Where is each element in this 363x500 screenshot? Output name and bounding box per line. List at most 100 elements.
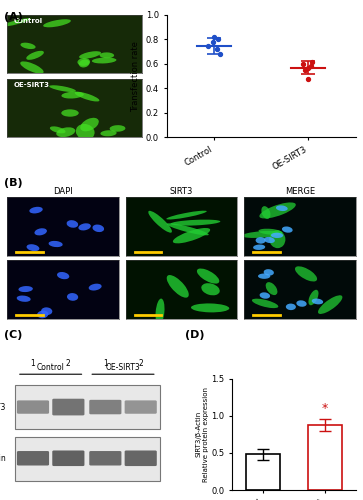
- Ellipse shape: [260, 202, 296, 218]
- Ellipse shape: [56, 128, 75, 137]
- Ellipse shape: [258, 274, 270, 279]
- Text: OE-SIRT3: OE-SIRT3: [106, 363, 140, 372]
- Ellipse shape: [295, 266, 317, 281]
- Ellipse shape: [191, 304, 229, 312]
- Ellipse shape: [61, 92, 84, 98]
- Title: MERGE: MERGE: [285, 187, 315, 196]
- FancyBboxPatch shape: [52, 450, 85, 466]
- Ellipse shape: [20, 62, 44, 74]
- Ellipse shape: [264, 269, 274, 276]
- Ellipse shape: [260, 292, 270, 298]
- Text: 1: 1: [30, 358, 35, 368]
- Ellipse shape: [264, 237, 275, 243]
- Text: (C): (C): [4, 330, 22, 340]
- Ellipse shape: [253, 244, 265, 250]
- Point: [205, 42, 211, 50]
- Ellipse shape: [171, 220, 220, 226]
- Ellipse shape: [167, 275, 189, 297]
- Ellipse shape: [49, 86, 76, 92]
- Ellipse shape: [75, 92, 99, 102]
- Ellipse shape: [286, 304, 296, 310]
- Ellipse shape: [282, 226, 293, 232]
- Ellipse shape: [258, 228, 282, 235]
- Title: DAPI: DAPI: [53, 187, 73, 196]
- Ellipse shape: [296, 300, 307, 307]
- FancyBboxPatch shape: [89, 451, 121, 466]
- Ellipse shape: [309, 290, 318, 306]
- Ellipse shape: [89, 284, 102, 290]
- Bar: [246, 454, 280, 490]
- Ellipse shape: [34, 228, 47, 235]
- Ellipse shape: [166, 210, 207, 220]
- Ellipse shape: [155, 298, 164, 325]
- Y-axis label: SIRT3/β-Actin
Relative protein expression: SIRT3/β-Actin Relative protein expressio…: [196, 387, 208, 482]
- Ellipse shape: [148, 211, 172, 233]
- Text: Control: Control: [14, 18, 43, 24]
- Ellipse shape: [79, 60, 90, 68]
- Text: 2: 2: [66, 358, 71, 368]
- Ellipse shape: [197, 268, 219, 283]
- FancyBboxPatch shape: [17, 451, 49, 466]
- Point: [306, 64, 311, 72]
- Ellipse shape: [252, 298, 278, 308]
- Point: [306, 74, 311, 82]
- Ellipse shape: [77, 58, 90, 66]
- Ellipse shape: [2, 18, 30, 26]
- Ellipse shape: [49, 241, 63, 247]
- Ellipse shape: [50, 126, 66, 134]
- Text: β-actin: β-actin: [0, 454, 6, 463]
- Ellipse shape: [19, 286, 33, 292]
- Ellipse shape: [256, 237, 266, 244]
- Ellipse shape: [201, 283, 220, 296]
- Ellipse shape: [92, 58, 117, 64]
- FancyBboxPatch shape: [52, 398, 85, 415]
- Ellipse shape: [318, 296, 342, 314]
- Ellipse shape: [101, 130, 117, 136]
- Ellipse shape: [67, 293, 78, 301]
- Ellipse shape: [312, 298, 323, 304]
- Text: OE-SIRT3: OE-SIRT3: [14, 82, 50, 88]
- Ellipse shape: [17, 296, 30, 302]
- Text: Control: Control: [37, 363, 65, 372]
- Ellipse shape: [43, 19, 71, 28]
- Point: [302, 66, 308, 74]
- Ellipse shape: [67, 220, 78, 228]
- Ellipse shape: [61, 110, 79, 116]
- Ellipse shape: [93, 224, 104, 232]
- Ellipse shape: [173, 228, 210, 244]
- Ellipse shape: [242, 231, 282, 238]
- Point: [212, 33, 217, 41]
- Ellipse shape: [41, 308, 52, 315]
- Ellipse shape: [269, 230, 285, 248]
- Text: 1: 1: [103, 358, 108, 368]
- Point: [310, 58, 315, 66]
- Ellipse shape: [99, 52, 114, 58]
- Text: SIRT3: SIRT3: [0, 402, 6, 411]
- Y-axis label: Transfection rate: Transfection rate: [131, 41, 140, 112]
- Ellipse shape: [57, 272, 69, 279]
- Ellipse shape: [167, 224, 209, 235]
- FancyBboxPatch shape: [17, 400, 49, 413]
- Ellipse shape: [80, 118, 99, 132]
- Text: (A): (A): [4, 12, 23, 22]
- Text: (D): (D): [185, 330, 205, 340]
- Text: 2: 2: [138, 358, 143, 368]
- Ellipse shape: [261, 206, 270, 219]
- Ellipse shape: [79, 51, 101, 59]
- FancyBboxPatch shape: [89, 400, 121, 414]
- Bar: [308, 424, 342, 490]
- FancyBboxPatch shape: [125, 450, 157, 466]
- Ellipse shape: [110, 125, 126, 132]
- Text: (B): (B): [4, 178, 22, 188]
- Title: SIRT3: SIRT3: [170, 187, 193, 196]
- Ellipse shape: [26, 244, 39, 251]
- FancyBboxPatch shape: [125, 400, 157, 413]
- Bar: [15, 386, 160, 429]
- Ellipse shape: [76, 124, 95, 140]
- Ellipse shape: [29, 207, 43, 214]
- Point: [217, 50, 223, 58]
- Point: [308, 62, 314, 70]
- Ellipse shape: [26, 51, 44, 60]
- Point: [210, 38, 216, 46]
- Ellipse shape: [78, 224, 91, 230]
